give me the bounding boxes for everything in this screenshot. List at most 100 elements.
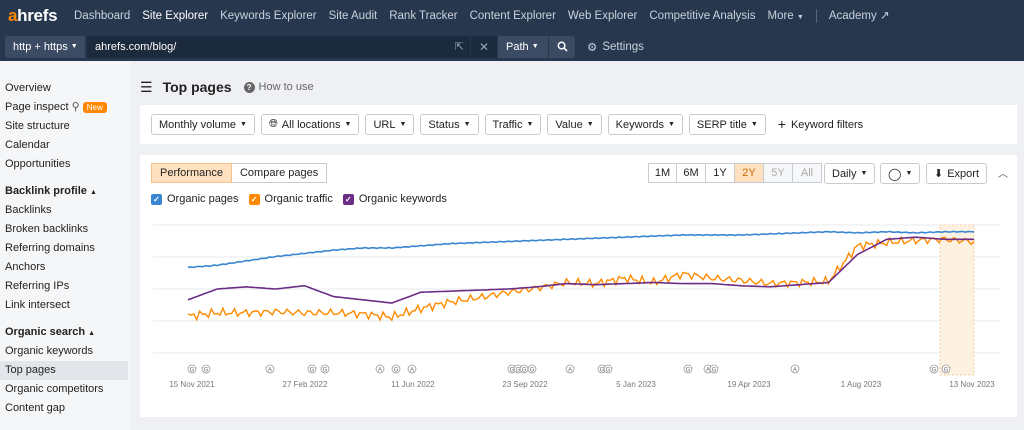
annotation-marker-label: A [706,368,710,374]
chevron-down-icon: ▼ [796,14,804,21]
performance-chart[interactable]: G G A G G A G A G G G G A G G G A G A G G15 Nov 2021 27 Feb 2… [140,217,1017,417]
annotation-marker-label: G [310,368,315,374]
annotation-marker-label: G [530,368,535,374]
annotations-button[interactable]: ◯ ▼ [880,163,921,184]
filter-bar: Monthly volume ▼ 🌐︎ All locations ▼ URL ▼ St… [140,105,1017,144]
tab-compare-pages[interactable]: Compare pages [231,163,328,183]
how-to-use-link[interactable]: ? How to use [243,81,314,93]
legend-organic-traffic[interactable]: ✓ Organic traffic [248,193,333,205]
nav-content-explorer[interactable]: Content Explorer [469,10,556,22]
new-badge: New [82,101,107,113]
globe-icon: 🌐︎ [268,118,278,130]
sidebar-item-calendar[interactable]: Calendar [5,139,50,151]
tab-performance[interactable]: Performance [151,163,232,183]
filter-keywords[interactable]: Keywords ▼ [607,114,683,135]
nav-divider [815,9,817,23]
sidebar-section-backlink-profile[interactable]: Backlink profile ▲ [5,185,97,197]
sidebar-section-organic-search[interactable]: Organic search ▲ [5,326,96,338]
nav-web-explorer[interactable]: Web Explorer [567,10,638,22]
sidebar-item-link-intersect[interactable]: Link intersect [5,299,70,311]
annotation-marker-label: G [944,368,949,374]
series-line-organic-traffic [187,235,975,322]
sidebar-item-content-gap[interactable]: Content gap [5,402,65,414]
export-button[interactable]: ⬇ Export [926,163,988,184]
plus-icon: + [777,116,786,132]
open-link-icon[interactable]: ⇱ [454,41,464,53]
annotation-marker [527,364,537,374]
menu-icon[interactable]: ☰ [140,78,153,95]
nav-dashboard[interactable]: Dashboard [74,10,131,22]
filter-monthly-volume[interactable]: Monthly volume ▼ [151,114,255,135]
nav-site-explorer[interactable]: Site Explorer [142,10,209,22]
x-tick-label: 13 Nov 2023 [949,380,995,389]
range-all[interactable]: All [793,163,822,183]
chevron-down-icon: ▼ [750,121,758,128]
protocol-select[interactable]: http + https ▼ [5,35,85,58]
x-tick-label: 19 Apr 2023 [727,380,771,389]
sidebar-item-site-structure[interactable]: Site structure [5,120,70,132]
checkbox-icon: ✓ [342,193,354,205]
sidebar-item-referring-ips[interactable]: Referring IPs [5,280,70,292]
sidebar-item-anchors[interactable]: Anchors [5,261,46,273]
annotation-marker-label: A [410,368,414,374]
nav-keywords-explorer[interactable]: Keywords Explorer [220,10,317,22]
keyword-filters-button[interactable]: + Keyword filters [777,116,864,132]
nav-competitive-analysis[interactable]: Competitive Analysis [649,10,756,22]
range-1m[interactable]: 1M [648,163,677,183]
ahrefs-logo[interactable]: ahrefs [8,6,58,25]
sidebar-item-organic-competitors[interactable]: Organic competitors [5,383,104,395]
x-tick-label: 1 Aug 2023 [841,380,882,389]
annotation-marker [929,364,939,374]
date-range-group: 1M 6M 1Y 2Y 5Y All [648,163,822,183]
chevron-down-icon: ▼ [905,170,913,177]
chevron-up-icon: ▲ [88,330,96,337]
filter-locations[interactable]: 🌐︎ All locations ▼ [260,114,360,135]
chevron-down-icon: ▼ [526,121,534,128]
filter-value[interactable]: Value ▼ [547,114,602,135]
annotation-marker-label: G [600,368,605,374]
sidebar-item-page-inspect[interactable]: Page inspect ⚲ New [0,98,130,117]
range-1y[interactable]: 1Y [706,163,735,183]
mode-select[interactable]: Path ▼ [498,35,548,58]
nav-rank-tracker[interactable]: Rank Tracker [389,10,458,22]
nav-site-audit[interactable]: Site Audit [328,10,378,22]
target-url-input[interactable]: ahrefs.com/blog/⇱ [87,35,470,58]
chevron-down-icon: ▼ [531,43,539,50]
performance-panel: Performance Compare pages 1M 6M 1Y 2Y 5Y… [140,155,1017,417]
annotation-marker-label: G [712,368,717,374]
download-icon: ⬇ [934,168,944,180]
granularity-select[interactable]: Daily ▼ [824,163,876,184]
url-bar: http + https ▼ ahrefs.com/blog/⇱ ✕ Path … [0,32,1024,61]
settings-button[interactable]: ⚙ Settings [587,40,644,54]
range-6m[interactable]: 6M [677,163,706,183]
legend-organic-keywords[interactable]: ✓ Organic keywords [342,193,447,205]
chevron-down-icon: ▼ [399,121,407,128]
sidebar-item-referring-domains[interactable]: Referring domains [5,242,95,254]
collapse-icon[interactable]: ︿ [998,169,1008,180]
checkbox-icon: ✓ [248,193,260,205]
annotation-marker-label: A [378,368,382,374]
sidebar-item-broken-backlinks[interactable]: Broken backlinks [5,223,89,235]
search-button[interactable] [549,35,575,58]
filter-serp-title[interactable]: SERP title ▼ [688,114,766,135]
filter-url[interactable]: URL ▼ [365,114,415,135]
filter-status[interactable]: Status ▼ [420,114,479,135]
legend-organic-pages[interactable]: ✓ Organic pages [151,193,239,205]
page-title: Top pages [162,79,232,95]
sidebar-item-organic-keywords[interactable]: Organic keywords [5,345,94,357]
annotation-marker [407,364,417,374]
annotation-marker-label: G [522,368,527,374]
sidebar-item-opportunities[interactable]: Opportunities [5,158,71,170]
sidebar-item-backlinks[interactable]: Backlinks [5,204,52,216]
search-icon [557,41,568,52]
sidebar-item-top-pages[interactable]: Top pages [0,361,128,380]
clear-icon[interactable]: ✕ [471,35,497,58]
annotation-marker [307,364,317,374]
range-5y[interactable]: 5Y [764,163,793,183]
nav-academy[interactable]: Academy ↗ [828,10,890,22]
filter-traffic[interactable]: Traffic ▼ [484,114,542,135]
nav-more[interactable]: More ▼ [767,10,804,22]
annotation-marker [790,364,800,374]
range-2y[interactable]: 2Y [735,163,764,183]
sidebar-item-overview[interactable]: Overview [5,82,51,94]
